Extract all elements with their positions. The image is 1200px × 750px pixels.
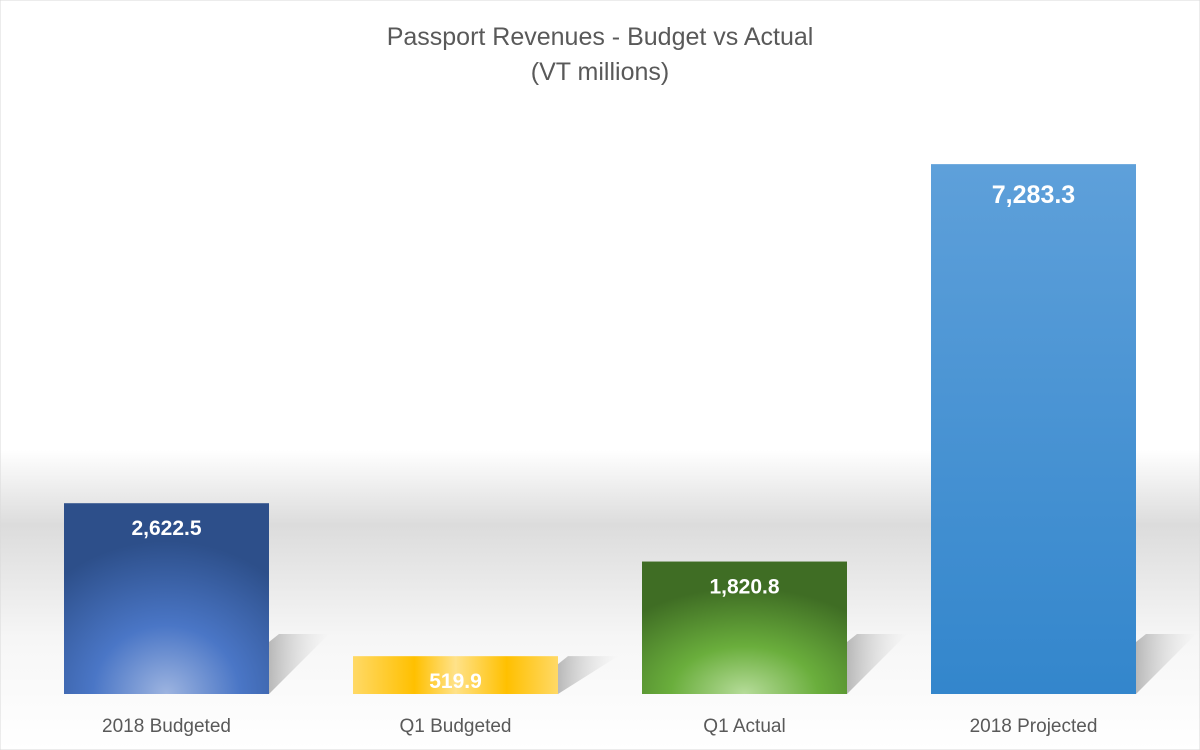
bar-shadow bbox=[269, 634, 329, 694]
bar-shadow bbox=[558, 656, 618, 694]
category-label: Q1 Actual bbox=[703, 716, 785, 737]
data-label: 519.9 bbox=[429, 670, 482, 693]
category-label: 2018 Projected bbox=[970, 716, 1098, 737]
category-label: 2018 Budgeted bbox=[102, 716, 231, 737]
bar-2018-budgeted bbox=[64, 503, 269, 694]
bar-q1-actual bbox=[642, 561, 847, 694]
bar-shadow bbox=[1136, 634, 1196, 694]
data-label: 7,283.3 bbox=[992, 181, 1075, 209]
category-label: Q1 Budgeted bbox=[400, 716, 512, 737]
data-label: 1,820.8 bbox=[709, 576, 779, 599]
data-label: 2,622.5 bbox=[131, 517, 201, 540]
bar-2018-projected bbox=[931, 164, 1136, 695]
bar-q1-budgeted bbox=[353, 656, 558, 694]
bar-shadow bbox=[847, 634, 907, 694]
chart-title: Passport Revenues - Budget vs Actual bbox=[387, 23, 814, 51]
chart-subtitle: (VT millions) bbox=[531, 58, 669, 86]
